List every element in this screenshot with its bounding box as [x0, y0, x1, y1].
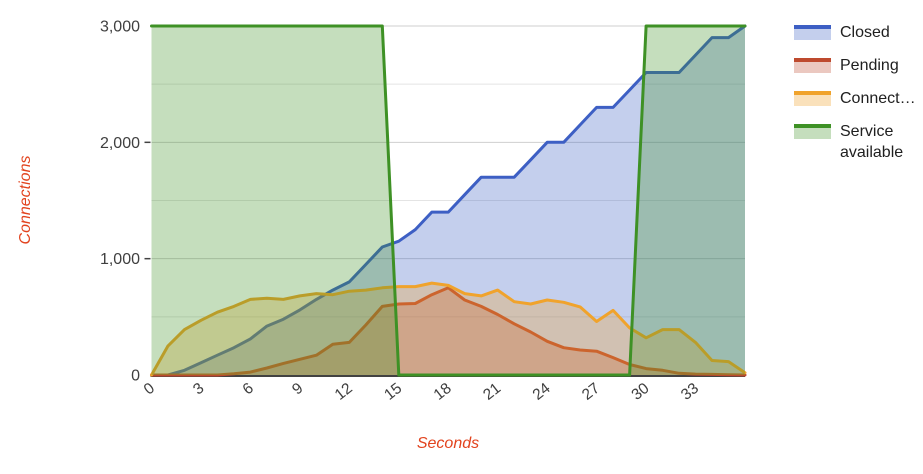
pending-line: [150, 286, 747, 377]
x-tick-label: 33: [678, 380, 702, 404]
x-tick-label: 18: [431, 380, 455, 404]
connect-line: [150, 281, 747, 377]
legend-label-service-available: Service available: [840, 123, 904, 161]
x-tick-label: 30: [628, 380, 652, 404]
x-tick-label: 3: [190, 380, 207, 399]
legend-item-closed: Closed: [794, 22, 920, 43]
y-tick-label: 2,000: [100, 135, 140, 152]
x-tick-label: 6: [240, 380, 257, 399]
chart-legend: Closed Pending Connect… Service availabl…: [794, 22, 920, 175]
pending-area: [151, 287, 745, 375]
legend-item-service-available: Service available: [794, 121, 920, 163]
connect-area: [151, 283, 745, 375]
legend-item-connect: Connect…: [794, 88, 920, 109]
legend-swatch-service-available: [794, 124, 831, 139]
legend-swatch-pending: [794, 58, 831, 73]
y-tick-label: 3,000: [100, 19, 140, 36]
closed-area: [151, 26, 745, 375]
service-available-line: [150, 24, 747, 377]
y-tick-label: 1,000: [100, 251, 140, 268]
legend-swatch-closed: [794, 25, 831, 40]
legend-label-pending: Pending: [840, 57, 899, 74]
y-axis-title: Connections: [17, 156, 34, 245]
x-tick-label: 12: [332, 380, 356, 404]
x-tick-label: 21: [480, 380, 504, 404]
service-available-area: [151, 26, 745, 375]
legend-swatch-connect: [794, 91, 831, 106]
x-tick-label: 15: [381, 380, 405, 404]
legend-item-pending: Pending: [794, 55, 920, 76]
x-tick-label: 27: [579, 380, 603, 404]
legend-label-connect: Connect…: [840, 90, 916, 107]
closed-line: [150, 24, 747, 377]
legend-label-closed: Closed: [840, 24, 890, 41]
x-tick-label: 0: [141, 380, 159, 399]
x-axis-title: Seconds: [417, 435, 479, 452]
x-tick-label: 24: [530, 380, 554, 404]
y-tick-label: 0: [131, 368, 140, 385]
x-tick-label: 9: [289, 380, 306, 399]
